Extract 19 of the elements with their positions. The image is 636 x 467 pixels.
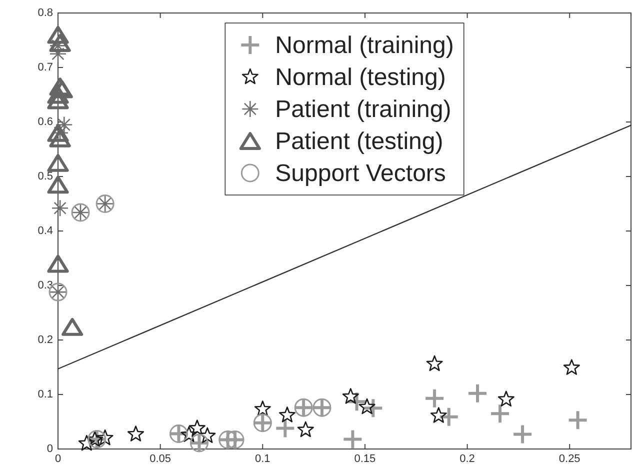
x-tick-label: 0.25 — [558, 453, 580, 465]
y-tick-label: 0.4 — [38, 225, 53, 237]
legend-label: Support Vectors — [275, 160, 446, 186]
legend-label: Patient (training) — [275, 96, 452, 122]
y-tick-label: 0.2 — [38, 334, 53, 346]
x-tick-label: 0.15 — [354, 453, 376, 465]
legend-label: Patient (testing) — [275, 128, 444, 154]
x-tick-label: 0.2 — [460, 453, 475, 465]
y-tick-label: 0.1 — [38, 388, 53, 400]
y-tick-label: 0.8 — [38, 7, 53, 19]
y-tick-label: 0.5 — [38, 170, 53, 182]
y-tick-label: 0 — [46, 443, 53, 455]
legend-label: Normal (training) — [275, 32, 454, 58]
y-tick-label: 0.6 — [38, 116, 53, 128]
x-tick-label: 0.05 — [150, 453, 172, 465]
x-tick-label: 0.1 — [254, 453, 270, 465]
y-tick-label: 0.7 — [38, 62, 53, 74]
x-tick-label: 0 — [54, 453, 62, 465]
legend-label: Normal (testing) — [275, 64, 446, 90]
